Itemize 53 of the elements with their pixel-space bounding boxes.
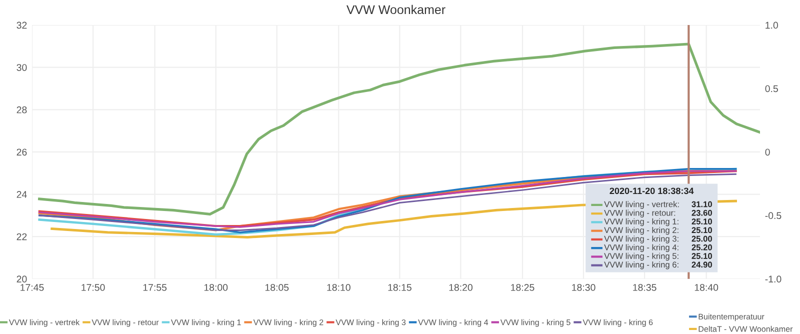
x-tick-label: 18:25	[511, 284, 534, 291]
x-tick-label: 17:50	[82, 284, 105, 291]
annotation: 25.20	[692, 244, 712, 250]
annotation: 31.10	[692, 201, 712, 208]
annotation: 2020-11-20 18:38:34	[610, 188, 694, 194]
x-tick-label: 18:35	[633, 284, 656, 291]
annotation: VVW living - kring 3:	[604, 236, 678, 244]
y-tick-label: 28	[16, 106, 27, 114]
annotation: VVW living - kring 2:	[604, 226, 678, 235]
y2-tick-label: -1.0	[765, 276, 782, 283]
annotation: 23.60	[692, 210, 712, 216]
y-tick-label: 22	[16, 233, 27, 240]
annotation: VVW living - kring 5:	[604, 252, 678, 261]
x-tick-label: 18:10	[327, 284, 350, 291]
y2-tick-label: 0.5	[765, 85, 778, 92]
legend-label: VVW living - kring 5	[500, 319, 570, 327]
x-tick-label: 18:40	[694, 284, 718, 291]
y2-tick-label: 1.0	[766, 22, 778, 29]
y-tick-label: 32	[16, 22, 27, 29]
legend-label: VVW living - kring 6	[582, 319, 653, 327]
legend-label: VVW living - kring 3	[336, 319, 406, 327]
annotation: 24.90	[692, 262, 712, 268]
legend-label: VVW living - kring 4	[418, 319, 488, 327]
x-tick-label: 18:05	[265, 284, 289, 291]
annotation: VVW living - retour:	[604, 210, 676, 218]
line-series	[38, 42, 760, 216]
annotation: VVW living - kring 1:	[604, 218, 678, 226]
x-tick-label: 17:55	[143, 284, 167, 291]
x-tick-label: 18:15	[388, 284, 412, 291]
x-tick-label: 18:00	[204, 284, 228, 291]
y2-tick-label: -0.5	[765, 212, 782, 220]
annotation: VVW living - kring 4:	[604, 244, 678, 252]
legend-label: VVW living - retour	[92, 319, 159, 327]
y-tick-label: 30	[16, 64, 27, 71]
y-tick-label: 26	[16, 148, 27, 156]
chart-title: VVW Woonkamer	[346, 4, 446, 14]
annotation: VVW living - vertrek:	[604, 201, 679, 209]
y-tick-label: 24	[16, 191, 27, 198]
annotation: VVW living - kring 6:	[604, 261, 678, 270]
annotation: 25.10	[692, 218, 712, 224]
legend-label: VVW living - kring 2	[253, 319, 324, 327]
legend-label: VVW living - vertrek	[8, 319, 80, 327]
x-tick-label: 17:45	[20, 284, 44, 291]
x-tick-label: 18:20	[449, 284, 472, 291]
x-tick-label: 18:30	[572, 284, 596, 291]
annotation: 25.10	[692, 253, 712, 259]
y-tick-label: 20	[16, 276, 27, 283]
annotation: 25.10	[692, 227, 712, 234]
y2-tick-label: 0	[765, 148, 770, 156]
legend-label: VVW living - kring 1	[170, 319, 241, 327]
annotation: 25.00	[692, 236, 712, 242]
legend-label: Buitentemperatuur	[698, 314, 764, 322]
legend-label: DeltaT - VVW Woonkamer	[698, 326, 793, 332]
